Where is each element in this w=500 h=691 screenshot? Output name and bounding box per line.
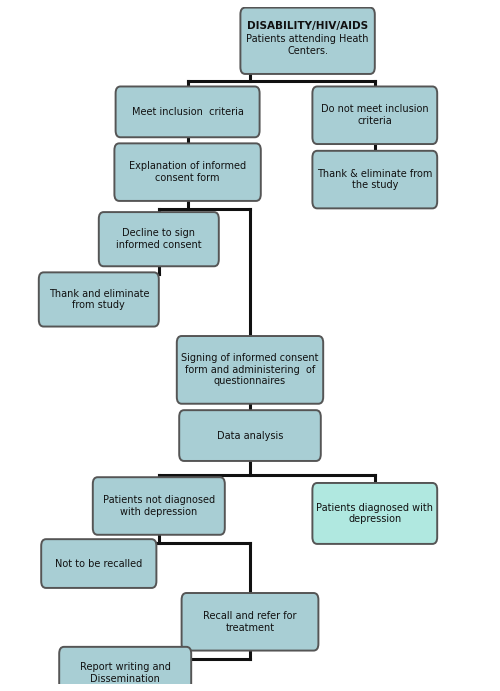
FancyBboxPatch shape <box>116 86 260 138</box>
Text: Explanation of informed
consent form: Explanation of informed consent form <box>129 161 246 183</box>
Text: Thank & eliminate from
the study: Thank & eliminate from the study <box>317 169 432 191</box>
FancyBboxPatch shape <box>39 272 159 327</box>
Text: Signing of informed consent
form and administering  of
questionnaires: Signing of informed consent form and adm… <box>181 353 319 386</box>
Text: Patients not diagnosed
with depression: Patients not diagnosed with depression <box>102 495 215 517</box>
FancyBboxPatch shape <box>41 539 156 588</box>
FancyBboxPatch shape <box>312 86 437 144</box>
FancyBboxPatch shape <box>177 336 323 404</box>
Text: Patients diagnosed with
depression: Patients diagnosed with depression <box>316 502 434 524</box>
Text: Data analysis: Data analysis <box>217 430 283 441</box>
Text: Decline to sign
informed consent: Decline to sign informed consent <box>116 229 202 250</box>
Text: Not to be recalled: Not to be recalled <box>55 558 142 569</box>
Text: Report writing and
Dissemination: Report writing and Dissemination <box>80 663 170 684</box>
FancyBboxPatch shape <box>179 410 321 461</box>
Text: Meet inclusion  criteria: Meet inclusion criteria <box>132 107 244 117</box>
Text: Recall and refer for
treatment: Recall and refer for treatment <box>203 611 297 632</box>
FancyBboxPatch shape <box>99 212 219 266</box>
Text: DISABILITY/HIV/AIDS: DISABILITY/HIV/AIDS <box>247 21 368 30</box>
FancyBboxPatch shape <box>312 483 437 544</box>
FancyBboxPatch shape <box>312 151 437 209</box>
FancyBboxPatch shape <box>240 8 375 74</box>
Text: Patients attending Heath
Centers.: Patients attending Heath Centers. <box>246 35 369 56</box>
Text: Thank and eliminate
from study: Thank and eliminate from study <box>48 289 149 310</box>
FancyBboxPatch shape <box>114 143 261 201</box>
FancyBboxPatch shape <box>182 593 318 650</box>
FancyBboxPatch shape <box>59 647 191 691</box>
FancyBboxPatch shape <box>93 477 225 535</box>
Text: Do not meet inclusion
criteria: Do not meet inclusion criteria <box>321 104 428 126</box>
